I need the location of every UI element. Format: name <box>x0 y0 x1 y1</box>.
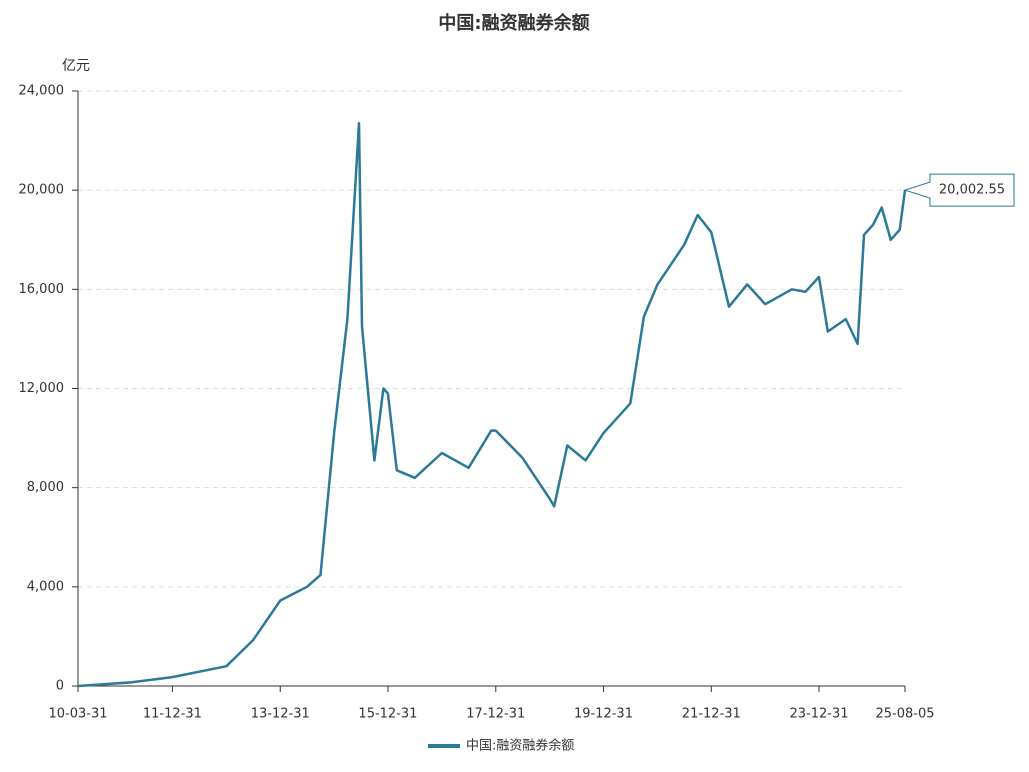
x-tick-label: 19-12-31 <box>574 707 633 722</box>
x-tick-label: 25-08-05 <box>875 707 934 722</box>
y-tick-label: 20,000 <box>19 183 65 198</box>
x-tick-label: 21-12-31 <box>682 707 741 722</box>
y-tick-label: 24,000 <box>19 84 65 99</box>
legend-label: 中国:融资融券余额 <box>466 738 574 754</box>
x-tick-label: 13-12-31 <box>251 707 310 722</box>
y-tick-label: 8,000 <box>27 480 64 495</box>
chart-title: 中国:融资融券余额 <box>438 12 589 34</box>
y-axis-label: 亿元 <box>62 58 90 74</box>
x-tick-label: 11-12-31 <box>143 707 202 722</box>
data-line <box>77 121 907 688</box>
x-tick-label: 17-12-31 <box>466 707 525 722</box>
y-tick-label: 0 <box>56 679 64 694</box>
value-label: 20,002.55 <box>939 183 1005 198</box>
y-tick-label: 4,000 <box>27 579 64 594</box>
x-tick-label: 10-03-31 <box>48 707 107 722</box>
x-tick-label: 23-12-31 <box>789 707 848 722</box>
x-tick-label: 15-12-31 <box>358 707 417 722</box>
y-tick-label: 16,000 <box>19 282 65 297</box>
callout-box <box>903 173 1015 207</box>
y-tick-label: 12,000 <box>19 381 65 396</box>
